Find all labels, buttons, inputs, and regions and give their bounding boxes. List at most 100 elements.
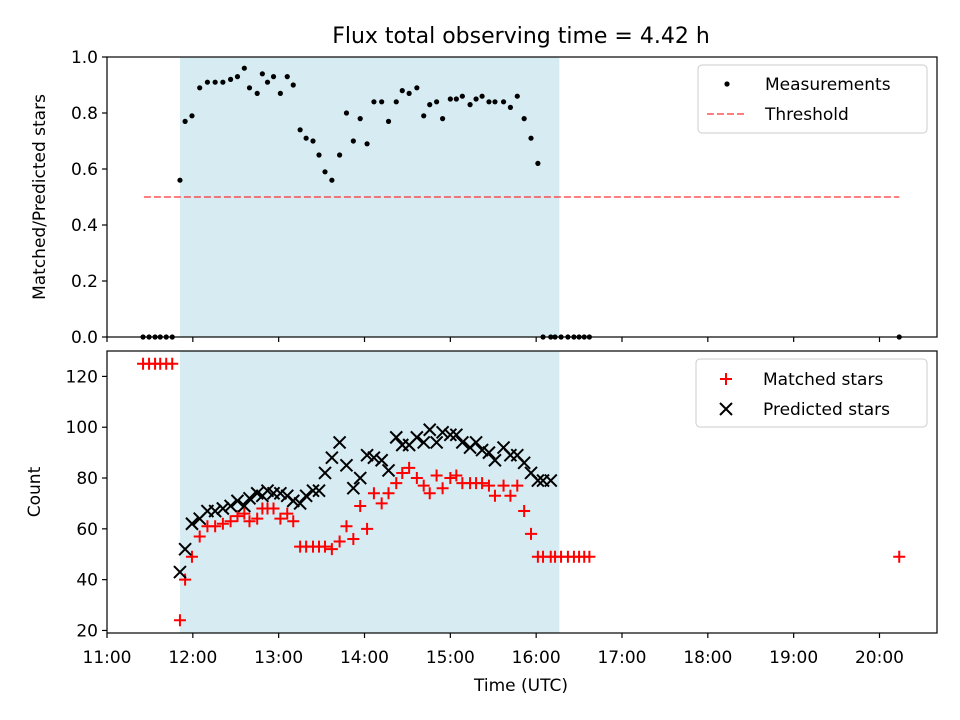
- matched-stars-point: [403, 461, 416, 474]
- matched-stars-point: [525, 527, 538, 540]
- measurements-point: [189, 113, 195, 119]
- matched-stars-point: [361, 522, 374, 535]
- measurements-point: [220, 79, 226, 85]
- x-tick-label: 12:00: [168, 648, 217, 668]
- y-tick-label: 0.0: [71, 328, 98, 348]
- measurements-point: [337, 152, 343, 158]
- count-legend: Matched stars Predicted stars: [695, 358, 928, 428]
- measurements-point: [316, 152, 322, 158]
- measurements-point: [393, 99, 399, 105]
- legend-predicted-label: Predicted stars: [763, 400, 890, 420]
- measurements-point: [284, 74, 290, 80]
- legend-threshold-label: Threshold: [764, 105, 849, 125]
- y-tick-label: 60: [76, 520, 98, 540]
- predicted-stars-point: [423, 423, 437, 437]
- matched-stars-point: [482, 479, 495, 492]
- observing-span: [179, 351, 560, 633]
- matched-stars-point: [166, 357, 179, 370]
- matched-stars-point: [488, 489, 501, 502]
- x-tick-label: 19:00: [769, 648, 818, 668]
- predicted-stars-point: [443, 428, 458, 442]
- measurements-point: [310, 138, 316, 144]
- measurements-point: [507, 104, 514, 110]
- measurements-point: [479, 93, 485, 99]
- measurements-point: [297, 127, 303, 133]
- measurements-point: [350, 138, 356, 144]
- x-tick-label: 14:00: [340, 648, 389, 668]
- predicted-stars-point: [178, 542, 192, 556]
- measurements-point: [385, 118, 392, 124]
- matched-stars-point: [319, 540, 332, 553]
- predicted-stars-point: [299, 489, 313, 503]
- matched-stars-point: [504, 489, 517, 502]
- measurements-point: [379, 99, 385, 105]
- matched-stars-point: [325, 543, 338, 556]
- matched-stars-point: [396, 466, 409, 479]
- matched-stars-point: [497, 479, 510, 492]
- predicted-stars-point: [482, 445, 496, 460]
- predicted-stars-point: [429, 435, 444, 450]
- measurements-point: [364, 141, 370, 147]
- matched-stars-point: [224, 515, 237, 528]
- matched-stars-point: [179, 573, 192, 586]
- x-tick-label: 17:00: [597, 648, 646, 668]
- measurements-point: [528, 135, 534, 141]
- y-tick-label: 120: [66, 367, 98, 387]
- matched-stars-point: [274, 512, 287, 525]
- matched-stars-point: [410, 472, 423, 485]
- measurements-point: [290, 82, 296, 88]
- measurements-point: [414, 85, 420, 91]
- matched-stars-point: [251, 512, 264, 525]
- y-tick-label: 0.2: [71, 272, 98, 292]
- predicted-stars-point: [455, 435, 470, 450]
- measurements-point: [406, 90, 412, 96]
- measurements-point: [254, 90, 260, 96]
- matched-stars-point: [281, 507, 294, 520]
- matched-stars-point: [430, 469, 443, 482]
- measurements-point: [303, 135, 309, 141]
- predicted-stars-point: [293, 496, 307, 511]
- predicted-stars-point: [449, 428, 464, 442]
- predicted-stars-point: [374, 453, 389, 467]
- y-tick-label: 0.4: [71, 216, 98, 236]
- predicted-stars-point: [339, 458, 354, 473]
- matched-stars-point: [583, 550, 596, 563]
- predicted-stars-point: [381, 463, 396, 478]
- ratio-legend-box: [697, 64, 928, 134]
- measurements-point: [212, 79, 218, 85]
- ratio-legend: Measurements Threshold: [697, 64, 928, 134]
- predicted-stars-point: [216, 501, 230, 516]
- measurements-point: [514, 93, 520, 99]
- legend-matched-label: Matched stars: [763, 370, 883, 390]
- count-panel: 20 40 60 80 100 120 11:00 12:00 13:00 14:00 15:00 1…: [66, 350, 938, 668]
- matched-stars-point: [893, 550, 906, 563]
- matched-stars-point: [511, 479, 524, 492]
- measurements-point: [270, 74, 277, 80]
- count-y-axis-label: Count: [25, 466, 45, 517]
- y-tick-label: 100: [66, 418, 98, 438]
- legend-predicted-marker: [719, 402, 733, 416]
- measurements-point: [521, 116, 527, 122]
- measurements-point: [427, 102, 433, 108]
- predicted-stars-point: [435, 425, 450, 440]
- ratio-y-axis-label: Matched/Predicted stars: [30, 94, 50, 300]
- measurements-point: [204, 79, 211, 85]
- y-tick-label: 0.6: [71, 160, 98, 180]
- x-tick-label: 16:00: [512, 648, 561, 668]
- matched-stars-point: [185, 550, 198, 563]
- predicted-stars-point: [517, 456, 531, 470]
- matched-stars-point: [417, 479, 430, 492]
- predicted-stars-point: [242, 491, 257, 506]
- matched-stars-point: [476, 477, 489, 490]
- predicted-stars-point: [208, 504, 222, 518]
- ratio-panel: 0.0 0.2 0.4 0.6 0.8 1.0: [71, 48, 938, 348]
- measurements-point: [246, 85, 253, 91]
- y-tick-label: 40: [76, 571, 98, 591]
- predicted-stars-point: [531, 473, 545, 488]
- measurements-point: [492, 99, 498, 105]
- predicted-stars-point: [488, 453, 502, 467]
- matched-stars-point: [450, 469, 463, 482]
- measurements-point: [182, 118, 188, 124]
- matched-stars-point: [436, 482, 449, 495]
- predicted-stars-point: [469, 435, 483, 450]
